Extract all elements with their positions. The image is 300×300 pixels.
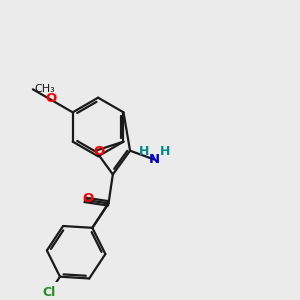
Text: H: H <box>139 145 149 158</box>
Text: O: O <box>93 145 105 158</box>
Text: O: O <box>45 92 56 105</box>
Text: H: H <box>160 145 170 158</box>
Text: O: O <box>82 192 94 205</box>
Text: Cl: Cl <box>43 286 56 299</box>
Text: N: N <box>149 153 160 166</box>
Text: CH₃: CH₃ <box>34 84 55 94</box>
